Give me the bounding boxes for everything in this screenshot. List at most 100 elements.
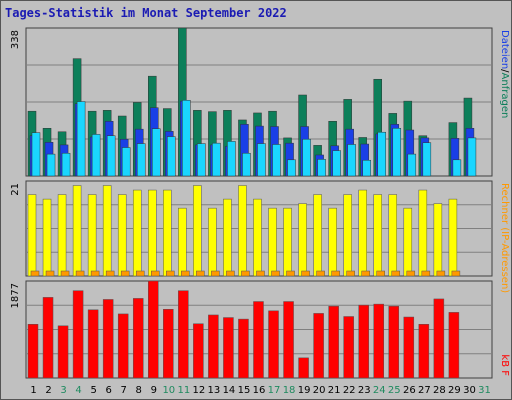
- rechner-bar: [301, 270, 310, 277]
- seiten-bar: [362, 159, 371, 177]
- panel-1-ymax-label: 338: [10, 30, 21, 49]
- rechner-bar: [451, 270, 461, 277]
- seiten-bar: [407, 153, 417, 177]
- kb-bar: [343, 316, 354, 379]
- seiten-bar: [31, 132, 41, 177]
- seiten-bar: [242, 152, 251, 177]
- x-tick-label: 26: [403, 385, 416, 396]
- x-tick-label: 24: [373, 385, 386, 396]
- besuche-bar: [132, 189, 142, 277]
- x-tick-label: 30: [463, 385, 476, 396]
- kb-bar: [208, 314, 219, 379]
- seiten-bar: [467, 137, 477, 177]
- besuche-bar: [102, 185, 112, 277]
- kb-bar: [102, 299, 114, 379]
- x-tick-label: 18: [283, 385, 296, 396]
- besuche-bar: [358, 189, 367, 277]
- rechner-bar: [406, 270, 416, 277]
- x-tick-label: 5: [90, 385, 96, 396]
- kb-bar: [148, 280, 159, 379]
- besuche-bar: [418, 189, 428, 277]
- kb-bar: [403, 316, 415, 379]
- x-tick-label: 22: [343, 385, 356, 396]
- rechner-bar: [196, 270, 205, 277]
- kb-bar: [223, 317, 234, 379]
- kb-bar: [193, 323, 204, 379]
- x-tick-label: 13: [208, 385, 221, 396]
- seiten-bar: [106, 135, 116, 177]
- rechner-bar: [286, 270, 295, 277]
- x-tick-label: 29: [448, 385, 461, 396]
- rechner-bar: [45, 270, 55, 277]
- rechner-bar: [391, 270, 401, 277]
- rechner-bar: [361, 270, 370, 277]
- besuche-bar: [57, 194, 67, 277]
- rechner-bar: [436, 270, 446, 277]
- x-tick-label: 27: [418, 385, 431, 396]
- rechner-bar: [166, 270, 175, 277]
- rechner-bar: [271, 270, 280, 277]
- kb-bar: [27, 324, 39, 379]
- seiten-bar: [347, 144, 356, 177]
- kb-bar: [358, 304, 369, 379]
- x-tick-label: 9: [151, 385, 157, 396]
- besuche-bar: [403, 207, 413, 277]
- besuche-bar: [253, 198, 262, 277]
- besuche-bar: [193, 185, 202, 277]
- rechner-bar: [181, 270, 190, 277]
- x-tick-label: 8: [136, 385, 142, 396]
- rechner-bar: [30, 270, 40, 277]
- rechner-bar: [211, 270, 220, 277]
- seiten-bar: [257, 143, 266, 177]
- seiten-bar: [197, 143, 206, 177]
- besuche-bar: [117, 194, 127, 277]
- seiten-bar: [212, 142, 221, 177]
- kb-bar: [87, 309, 99, 379]
- x-tick-label: 25: [388, 385, 401, 396]
- besuche-bar: [148, 189, 157, 277]
- kb-bar: [373, 303, 384, 379]
- rechner-bar: [331, 270, 340, 277]
- rechner-bar: [60, 270, 70, 277]
- seiten-bar: [61, 152, 71, 177]
- x-tick-label: 31: [478, 385, 491, 396]
- kb-bar: [418, 324, 430, 379]
- kb-bar: [132, 298, 144, 379]
- besuche-bar: [42, 198, 52, 277]
- x-tick-label: 10: [162, 385, 175, 396]
- seiten-bar: [272, 144, 281, 177]
- x-tick-label: 7: [121, 385, 127, 396]
- x-tick-label: 16: [253, 385, 266, 396]
- seiten-bar: [167, 136, 176, 177]
- seiten-bar: [227, 141, 236, 177]
- rechner-bar: [105, 270, 115, 277]
- rechner-bar: [226, 270, 235, 277]
- rechner-bar: [135, 270, 145, 277]
- panel-1-legend: Dateien/Anfragen: [499, 30, 510, 118]
- x-tick-label: 1: [30, 385, 36, 396]
- x-tick-label: 15: [238, 385, 251, 396]
- seiten-bar: [317, 159, 326, 177]
- x-tick-label: 28: [433, 385, 446, 396]
- kb-bar: [57, 325, 69, 379]
- seiten-bar: [452, 159, 462, 177]
- kb-bar: [388, 305, 400, 379]
- besuche-bar: [223, 198, 232, 277]
- besuche-bar: [373, 194, 382, 277]
- seiten-bar: [121, 147, 131, 177]
- panel-3-ymax-label: 1877: [10, 283, 21, 308]
- seiten-bar: [377, 131, 386, 177]
- rechner-bar: [75, 270, 85, 277]
- seiten-bar: [287, 159, 296, 177]
- kb-bar: [283, 301, 294, 379]
- kb-bar: [178, 290, 189, 379]
- seiten-bar: [152, 128, 161, 177]
- seiten-bar: [46, 153, 56, 177]
- besuche-bar: [87, 194, 97, 277]
- besuche-bar: [178, 207, 187, 277]
- besuche-bar: [388, 194, 398, 277]
- rechner-bar: [316, 270, 325, 277]
- besuche-bar: [27, 194, 37, 277]
- seiten-bar: [76, 101, 86, 177]
